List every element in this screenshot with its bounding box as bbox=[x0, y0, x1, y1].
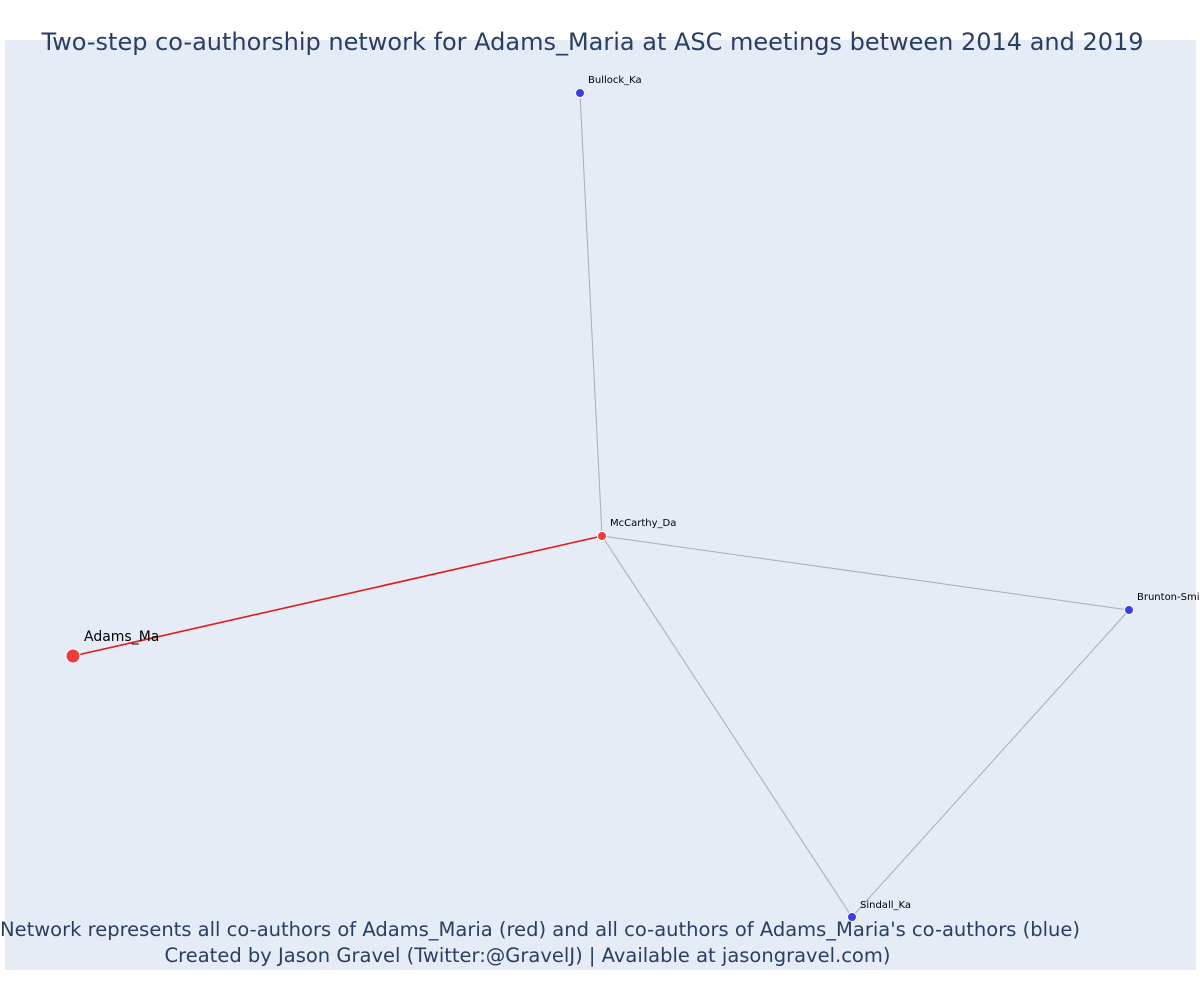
node-brunton[interactable] bbox=[1124, 605, 1134, 615]
nodes-layer bbox=[65, 88, 1134, 922]
chart-title: Two-step co-authorship network for Adams… bbox=[41, 28, 1144, 56]
node-bullock[interactable] bbox=[575, 88, 585, 98]
node-label-brunton: Brunton-Smi bbox=[1137, 592, 1200, 603]
edge-mccarthy-bullock bbox=[579, 92, 603, 537]
node-adams[interactable] bbox=[65, 648, 81, 664]
node-sindall[interactable] bbox=[847, 912, 857, 922]
caption-description: Network represents all co-authors of Ada… bbox=[0, 918, 1080, 941]
node-label-adams: Adams_Ma bbox=[84, 629, 159, 645]
node-mccarthy[interactable] bbox=[597, 531, 607, 541]
edge-mccarthy-brunton bbox=[601, 535, 1130, 611]
edge-mccarthy-sindall bbox=[601, 535, 853, 918]
edge-brunton-sindall bbox=[851, 609, 1130, 918]
edge-adams-mccarthy bbox=[72, 535, 603, 657]
labels-layer: Adams_Ma McCarthy_Da Bullock_Ka Brunton-Smi… bbox=[84, 75, 1200, 911]
edges-layer bbox=[72, 92, 1130, 918]
caption-credit: Created by Jason Gravel (Twitter:@Gravel… bbox=[164, 944, 891, 967]
node-label-sindall: Sindall_Ka bbox=[860, 900, 911, 911]
node-label-bullock: Bullock_Ka bbox=[588, 75, 642, 86]
node-label-mccarthy: McCarthy_Da bbox=[610, 518, 676, 529]
